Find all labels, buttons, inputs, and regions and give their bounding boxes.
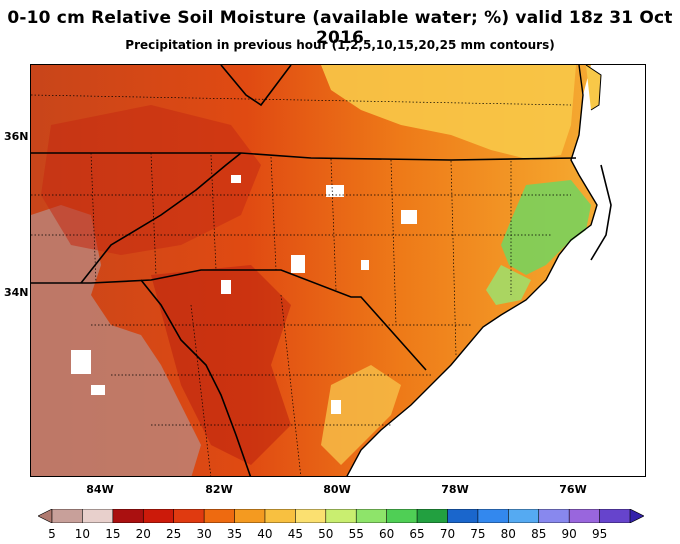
colorbar-swatch	[173, 508, 205, 524]
colorbar-tick-label: 15	[105, 527, 121, 541]
colorbar-swatch	[508, 508, 540, 524]
colorbar-tick-label: 85	[531, 527, 547, 541]
colorbar-swatch	[325, 508, 358, 524]
colorbar-tick-label: 95	[591, 527, 608, 541]
colorbar-swatch	[264, 508, 297, 524]
coastal-green-strip	[486, 265, 531, 305]
colorbar	[37, 508, 645, 524]
lon-label-82w: 82W	[205, 483, 233, 496]
colorbar-tick-label: 65	[409, 527, 425, 541]
lon-label-84w: 84W	[86, 483, 114, 496]
colorbar-swatch	[477, 508, 510, 524]
lon-label-80w: 80W	[323, 483, 351, 496]
county-borders	[31, 94, 572, 476]
colorbar-swatch	[142, 508, 175, 524]
colorbar-swatch	[599, 508, 631, 524]
colorbar-tick-label: 35	[226, 527, 243, 541]
colorbar-swatch	[203, 508, 236, 524]
colorbar-swatch	[447, 508, 479, 524]
colorbar-swatch	[82, 508, 114, 524]
colorbar-swatch	[234, 508, 266, 524]
colorbar-tick-label: 40	[257, 527, 273, 541]
colorbar-tick-label: 80	[500, 527, 516, 541]
lon-label-78w: 78W	[441, 483, 469, 496]
colorbar-tick-label: 25	[166, 527, 182, 541]
colorbar-swatch	[538, 508, 570, 524]
state-borders	[31, 65, 577, 476]
colorbar-tick-label: 5	[48, 527, 56, 541]
coastal-green-region	[501, 180, 591, 275]
central-dark-red-region	[151, 265, 291, 465]
colorbar-swatch	[355, 508, 388, 524]
southeast-coast-yellow	[321, 365, 401, 465]
colorbar-tick-label: 45	[287, 527, 303, 541]
lat-label-34n: 34N	[4, 286, 29, 299]
colorbar-swatch	[112, 508, 145, 524]
colorbar-tick-label: 55	[348, 527, 364, 541]
colorbar-swatch	[295, 508, 327, 524]
western-gray-region	[31, 205, 201, 476]
colorbar-swatch	[51, 508, 84, 524]
coastline	[346, 65, 598, 476]
missing-data-patches	[71, 175, 417, 414]
colorbar-tick-label: 70	[439, 527, 456, 541]
colorbar-swatch	[386, 508, 418, 524]
lat-label-36n: 36N	[4, 130, 29, 143]
colorbar-swatch	[37, 508, 53, 524]
colorbar-tick-label: 90	[561, 527, 577, 541]
western-dark-red-region	[41, 105, 261, 255]
colorbar-tick-label: 60	[378, 527, 395, 541]
colorbar-tick-label: 20	[135, 527, 151, 541]
colorbar-tick-label: 10	[74, 527, 91, 541]
outer-banks	[590, 164, 612, 261]
colorbar-tick-label: 50	[318, 527, 334, 541]
colorbar-swatch	[568, 508, 601, 524]
lon-label-76w: 76W	[559, 483, 587, 496]
colorbar-tick-label: 75	[470, 527, 486, 541]
map-subtitle: Precipitation in previous hour (1,2,5,10…	[125, 38, 555, 52]
map-title: 0-10 cm Relative Soil Moisture (availabl…	[7, 8, 673, 48]
colorbar-swatch	[629, 508, 645, 524]
north-yellow-region	[321, 65, 576, 160]
soil-moisture-map	[30, 64, 646, 477]
colorbar-tick-label: 30	[196, 527, 212, 541]
colorbar-swatch	[416, 508, 449, 524]
delmarva-tip	[585, 65, 602, 111]
